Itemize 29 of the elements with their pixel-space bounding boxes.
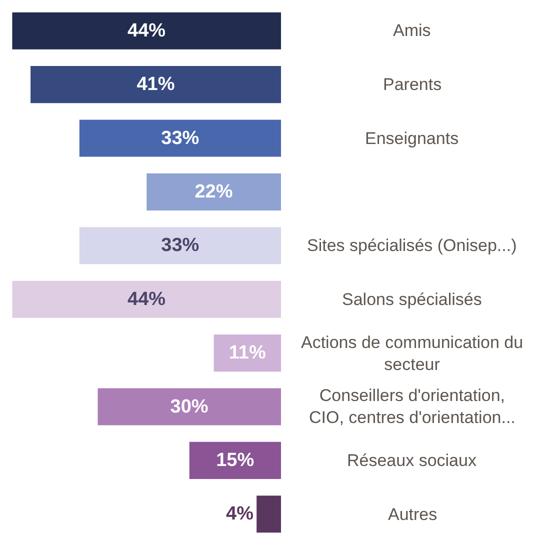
data-label: 44%	[128, 20, 166, 42]
y-tick-label: Conseillers d'orientation, CIO, centres d'orientation...	[309, 386, 516, 428]
bar	[98, 388, 281, 426]
bar	[146, 173, 281, 210]
bar	[79, 227, 281, 264]
bar	[12, 280, 281, 318]
y-tick-label: Actions de communication du secteur	[301, 333, 524, 374]
data-label: 30%	[170, 396, 208, 418]
bar	[12, 12, 281, 50]
data-label: 15%	[216, 450, 254, 471]
y-tick-label: Réseaux sociaux	[347, 451, 477, 470]
data-label: 22%	[194, 181, 233, 202]
y-tick-label: Salons spécialisés	[342, 290, 482, 309]
y-tick-label: Enseignants	[365, 129, 459, 148]
bar	[79, 120, 281, 157]
y-tick-label: Parents	[383, 75, 442, 94]
bar	[189, 442, 281, 479]
y-tick-label: Amis	[393, 21, 431, 40]
data-label: 11%	[228, 342, 266, 364]
data-label: 4%	[226, 504, 254, 525]
data-label: 33%	[161, 128, 200, 149]
data-label: 33%	[161, 235, 200, 256]
bar	[30, 66, 281, 104]
y-tick-label: Autres	[388, 505, 438, 524]
data-label: 41%	[136, 74, 175, 96]
bar	[214, 334, 281, 372]
data-label: 44%	[128, 288, 166, 310]
bar	[256, 496, 281, 533]
y-tick-label: Sites spécialisés (Onisep...)	[307, 236, 517, 255]
